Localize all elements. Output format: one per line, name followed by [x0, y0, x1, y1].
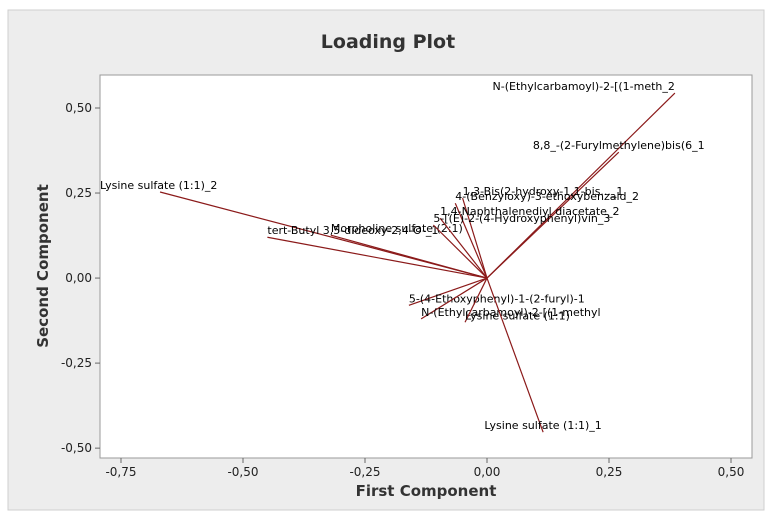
vector-label: 5-[(E)-2-(4-Hydroxyphenyl)vin_3	[433, 212, 610, 225]
vector-label: 8,8_-(2-Furylmethylene)bis(6_1	[533, 139, 705, 152]
x-tick-label: -0,25	[349, 465, 380, 479]
y-tick-label: 0,25	[65, 186, 92, 200]
vector-label: tert-Butyl 3,5-dideoxy-2,4-O-_1	[267, 224, 438, 237]
loading-vector	[330, 234, 488, 279]
loading-vector	[432, 224, 488, 279]
vector-label: Lysine sulfate (1:1)_1	[484, 419, 601, 432]
vector-label: N-(Ethylcarbamoyl)-2-[(1-methyl	[421, 306, 600, 319]
loading-vector	[420, 277, 488, 320]
loading-vector	[486, 277, 544, 433]
loading-vector	[408, 277, 488, 306]
vector-label: 1,4-Naphthalenediyl diacetate_2	[440, 205, 619, 218]
vector-label: 5-(4-Ethoxyphenyl)-1-(2-furyl)-1	[409, 292, 585, 305]
x-tick-label: 0,50	[718, 465, 745, 479]
y-axis-title: Second Component	[34, 184, 52, 348]
loading-vector	[454, 202, 488, 279]
vector-label: Morpholine sulfate (2:1)	[331, 222, 463, 235]
vector-label: N-(Ethylcarbamoyl)-2-[(1-meth_2	[493, 80, 675, 93]
x-tick-label: -0,75	[105, 465, 136, 479]
vector-label: 1,3-Bis(2-hydroxy-1,1-bis..._1	[463, 185, 624, 198]
x-tick-label: 0,25	[596, 465, 623, 479]
vector-label: 4-(Benzyloxy)-3-ethoxybenzald_2	[455, 190, 639, 203]
vector-label: Lysine sulfate (1:1)	[465, 309, 570, 322]
loading-vector	[464, 277, 488, 323]
y-tick-label: 0,50	[65, 101, 92, 115]
loading-vector	[486, 92, 676, 279]
x-tick-label: 0,00	[474, 465, 501, 479]
x-axis-title: First Component	[356, 482, 497, 500]
y-tick-label: 0,00	[65, 271, 92, 285]
y-tick-label: -0,25	[61, 356, 92, 370]
loading-vector	[462, 197, 488, 279]
loading-vector	[267, 236, 488, 279]
chart-title: Loading Plot	[321, 31, 455, 53]
loading-vector	[486, 151, 620, 279]
x-tick-label: -0,50	[227, 465, 258, 479]
loading-vector	[439, 217, 488, 279]
y-tick-label: -0,50	[61, 441, 92, 455]
vector-label: Lysine sulfate (1:1)_2	[100, 179, 217, 192]
